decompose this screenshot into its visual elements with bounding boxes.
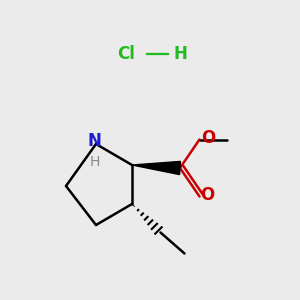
Polygon shape [132, 161, 180, 175]
Text: N: N [88, 132, 101, 150]
Text: O: O [201, 129, 215, 147]
Text: H: H [173, 45, 187, 63]
Text: H: H [89, 155, 100, 169]
Text: O: O [200, 186, 214, 204]
Text: Cl: Cl [117, 45, 135, 63]
